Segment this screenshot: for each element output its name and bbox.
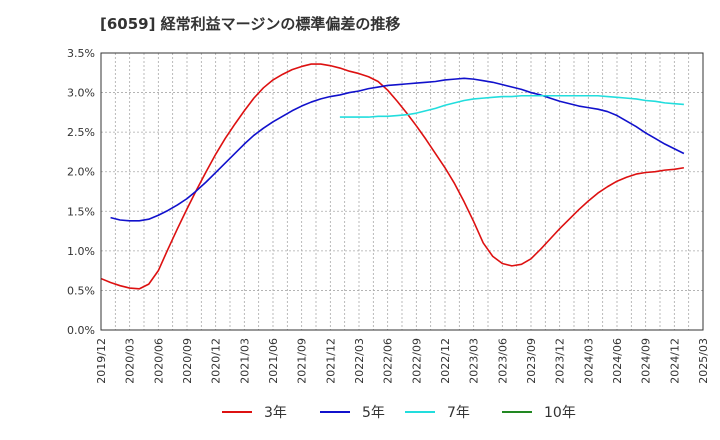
x-tick-label: 2022/12 <box>439 338 452 384</box>
x-tick-label: 2020/06 <box>152 338 165 384</box>
series-lines <box>100 63 685 290</box>
y-tick-label: 0.5% <box>67 284 95 297</box>
x-tick-label: 2019/12 <box>95 338 108 384</box>
y-tick-label: 2.5% <box>67 126 95 139</box>
x-tick-label: 2024/03 <box>582 338 595 384</box>
series-line <box>339 94 684 118</box>
y-tick-label: 3.5% <box>67 47 95 60</box>
x-tick-label: 2020/09 <box>181 338 194 384</box>
x-tick-label: 2021/09 <box>296 338 309 384</box>
y-tick-label: 2.0% <box>67 166 95 179</box>
x-tick-label: 2023/03 <box>468 338 481 384</box>
legend-label: 7年 <box>447 405 470 421</box>
legend-label: 10年 <box>544 405 576 421</box>
y-tick-label: 1.0% <box>67 245 95 258</box>
chart-title: [6059] 経常利益マージンの標準偏差の推移 <box>100 15 401 33</box>
x-tick-label: 2020/12 <box>210 338 223 384</box>
x-tick-label: 2024/06 <box>611 338 624 384</box>
x-tick-label: 2022/09 <box>410 338 423 384</box>
grid <box>100 52 704 331</box>
x-tick-label: 2021/06 <box>267 338 280 384</box>
x-tick-label: 2022/06 <box>382 338 395 384</box>
x-tick-label: 2020/03 <box>124 338 137 384</box>
x-tick-label: 2022/03 <box>353 338 366 384</box>
x-tick-label: 2021/12 <box>324 338 337 384</box>
series-line <box>100 63 685 290</box>
legend: 3年 5年 7年 10年 <box>222 405 576 421</box>
y-tick-label: 0.0% <box>67 324 95 337</box>
y-tick-label: 3.0% <box>67 87 95 100</box>
y-axis: 0.0% 0.5% 1.0% 1.5% 2.0% 2.5% 3.0% 3.5% <box>67 47 95 337</box>
series-line <box>110 77 685 222</box>
x-tick-label: 2024/09 <box>640 338 653 384</box>
y-tick-label: 1.5% <box>67 205 95 218</box>
x-tick-label: 2024/12 <box>668 338 681 384</box>
x-tick-label: 2023/06 <box>496 338 509 384</box>
legend-label: 3年 <box>264 405 287 421</box>
x-tick-label: 2025/03 <box>697 338 710 384</box>
x-tick-label: 2023/12 <box>554 338 567 384</box>
x-axis: 2019/12 2020/03 2020/06 2020/09 2020/12 2021/… <box>95 338 710 384</box>
plot-frame <box>100 52 704 331</box>
x-tick-label: 2021/03 <box>238 338 251 384</box>
x-tick-label: 2023/09 <box>525 338 538 384</box>
legend-label: 5年 <box>362 405 385 421</box>
